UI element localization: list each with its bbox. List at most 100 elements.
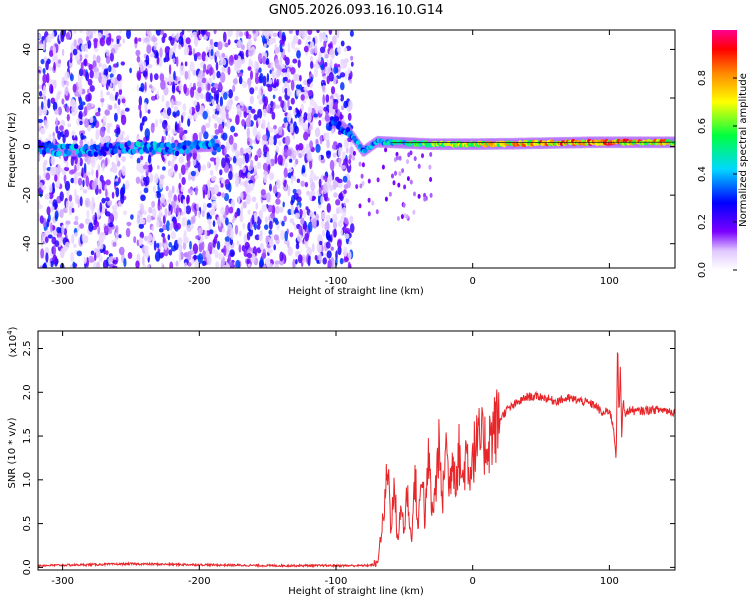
spectrogram-speckle [79,54,83,62]
spectrogram-speckle [153,41,158,47]
spectrogram-speckle [256,224,261,230]
spectrogram-speckle [165,100,170,109]
spectrogram-speckle [309,98,315,107]
spectrogram-speckle [310,48,315,55]
spectrogram-speckle [226,145,230,151]
spectrogram-speckle [162,32,167,39]
spectrogram-speckle [64,166,70,172]
spectrogram-speckle [114,94,118,101]
spectrogram-speckle [178,182,182,190]
spectrogram-speckle [83,58,88,67]
spectrogram-speckle [210,49,214,57]
spectrogram-speckle [429,177,433,182]
spectrogram-speckle [148,233,153,242]
spectrogram-speckle [413,156,417,162]
spectrogram-speckle [83,162,87,174]
spectrogram-speckle [308,106,313,114]
spectrogram-speckle [402,202,406,208]
spectrogram-speckle [116,126,121,135]
spectrogram-speckle [392,180,396,186]
spectrogram-speckle [318,252,322,264]
spectrogram-frame [37,29,676,269]
spectrogram-speckle [168,241,173,248]
spectrogram-speckle [263,43,267,48]
spectrogram-speckle [187,262,192,267]
snr-ticks: -300 -200 -100 0 100 0.0 0.5 1.0 1.5 2.0 2.5 [22,331,675,587]
spectrogram-speckle [345,228,351,235]
spectrogram-speckle [315,213,320,221]
spectrogram-speckle [245,117,252,128]
spectrogram-speckle [333,66,338,75]
spectrogram-speckle [397,182,401,188]
spectrogram-speckle [120,61,126,66]
spectrogram-speckle [220,72,226,83]
spectrogram-speckle [334,101,339,111]
spectrogram-speckle [261,35,266,44]
spectrogram-speckle [138,223,144,229]
spectrogram-speckle [321,69,325,75]
spectrogram-speckle [167,160,171,167]
spectrogram-speckle [258,99,263,105]
spectrogram-speckle [265,127,269,134]
spectrogram-speckle [161,232,166,238]
spectrogram-speckle [265,60,269,65]
spectrogram-speckle [84,106,88,117]
spectrogram-speckle [192,100,198,106]
spectrogram-speckle [303,131,309,141]
spectrogram-speckle [69,205,73,216]
spectrogram-speckle [213,236,218,245]
spectrogram-x-tick-label: -300 [51,276,74,287]
spectrogram-speckle [117,98,121,106]
spectrogram-speckle [66,105,70,113]
spectrogram-speckle [45,193,50,199]
spectrogram-speckle [323,39,327,49]
spectrogram-speckle [57,106,63,116]
spectrogram-ridge-cell [93,151,99,157]
spectrogram-speckle [55,124,59,134]
spectrogram-speckle [78,97,83,106]
spectrogram-speckle [205,54,209,62]
spectrogram-speckle [46,206,51,216]
spectrogram-speckle [259,209,263,220]
spectrogram-speckle [152,36,158,42]
spectrogram-speckle [244,152,249,164]
spectrogram-speckle [164,127,168,132]
spectrogram-speckle [333,192,338,198]
spectrogram-speckle [284,162,288,169]
spectrogram-speckle [240,44,245,51]
spectrogram-speckle [167,209,171,216]
spectrogram-speckle [298,116,304,126]
spectrogram-speckle [155,30,162,36]
spectrogram-speckle [192,31,198,38]
spectrogram-ridge-cell [334,116,340,122]
spectrogram-speckle [149,72,153,83]
spectrogram-speckle [143,210,147,216]
spectrogram-speckle [341,207,347,217]
spectrogram-speckle [193,113,197,121]
spectrogram-ridge-cell [174,150,180,157]
spectrogram-speckle [340,215,345,223]
spectrogram-speckle [263,96,269,107]
spectrogram-speckle [102,115,107,123]
spectrogram-speckle [105,188,108,198]
spectrogram-speckle [61,98,65,105]
spectrogram-speckle [126,30,131,40]
spectrogram-speckle [256,131,261,141]
spectrogram-speckle [178,155,185,164]
spectrogram-speckle [343,184,349,190]
spectrogram-speckle [169,223,173,231]
spectrogram-speckle [142,255,145,266]
spectrogram-speckle [235,114,240,126]
spectrogram-speckle [256,149,262,157]
spectrogram-speckle [318,178,322,188]
spectrogram-speckle [241,244,246,252]
spectrogram-speckle [167,234,171,241]
spectrogram-speckle [137,72,142,81]
spectrogram-speckle [290,97,295,105]
spectrogram-speckle [375,209,379,215]
spectrogram-speckle [134,37,138,44]
spectrogram-speckle [74,215,79,221]
spectrogram-speckle [63,228,67,236]
spectrogram-speckle [228,89,233,99]
spectrogram-speckle [267,249,273,254]
